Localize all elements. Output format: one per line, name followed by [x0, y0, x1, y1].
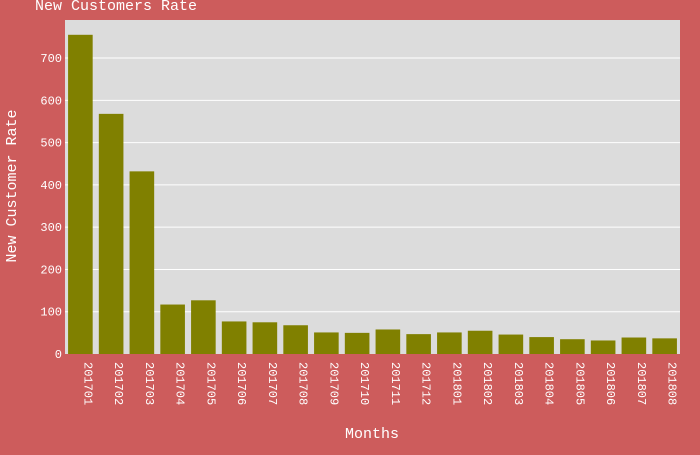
x-tick-label: 201705 [203, 362, 217, 405]
bar-201805 [560, 339, 585, 354]
y-axis-ticks: 0 100 200 300 400 500 600 700 [40, 52, 62, 362]
y-tick-label: 300 [40, 221, 62, 235]
y-tick-label: 600 [40, 94, 62, 108]
bar-201703 [129, 171, 155, 354]
x-axis-ticks: 201701 201702 201703 201704 201705 201706 2017… [80, 362, 678, 405]
x-tick-label: 201805 [572, 362, 586, 405]
y-tick-label: 0 [55, 348, 62, 362]
bar-201706 [221, 321, 247, 354]
y-tick-label: 200 [40, 263, 62, 277]
plot-background [65, 20, 680, 354]
x-tick-label: 201804 [542, 362, 556, 405]
x-tick-label: 201803 [511, 362, 525, 405]
x-tick-label: 201704 [173, 362, 187, 405]
x-tick-label: 201710 [357, 362, 371, 405]
x-tick-label: 201707 [265, 362, 279, 405]
x-tick-label: 201701 [80, 362, 94, 405]
bars [68, 34, 677, 354]
x-tick-label: 201709 [326, 362, 340, 405]
bar-201705 [191, 300, 216, 354]
bar-201701 [68, 34, 93, 354]
y-tick-label: 400 [40, 179, 62, 193]
x-tick-label: 201712 [419, 362, 433, 405]
bar-201808 [652, 338, 677, 354]
bar-201710 [344, 332, 370, 354]
bar-201806 [590, 340, 616, 354]
x-tick-label: 201802 [480, 362, 494, 405]
bar-201803 [498, 334, 524, 354]
x-tick-label: 201708 [296, 362, 310, 405]
gridlines [65, 57, 680, 313]
bar-201807 [621, 337, 647, 354]
bar-201802 [467, 330, 493, 354]
bar-201801 [437, 332, 462, 354]
x-axis-label: Months [345, 426, 399, 443]
bar-201804 [529, 337, 554, 354]
x-tick-label: 201807 [634, 362, 648, 405]
bar-201702 [98, 113, 124, 354]
bar-201712 [406, 334, 431, 354]
x-tick-label: 201806 [603, 362, 617, 405]
bar-201704 [160, 304, 185, 354]
x-tick-label: 201808 [665, 362, 679, 405]
y-tick-label: 500 [40, 137, 62, 151]
y-axis-label: New Customer Rate [4, 109, 21, 262]
bar-201708 [283, 325, 308, 354]
x-tick-label: 201711 [388, 362, 402, 405]
bar-201711 [375, 329, 401, 354]
x-tick-label: 201801 [449, 362, 463, 405]
x-tick-label: 201703 [142, 362, 156, 405]
x-tick-label: 201702 [111, 362, 125, 405]
chart-title: New Customers Rate [35, 0, 197, 15]
bar-201707 [252, 322, 278, 354]
bar-201709 [314, 332, 339, 354]
x-tick-label: 201706 [234, 362, 248, 405]
y-tick-label: 100 [40, 306, 62, 320]
y-tick-label: 700 [40, 52, 62, 66]
